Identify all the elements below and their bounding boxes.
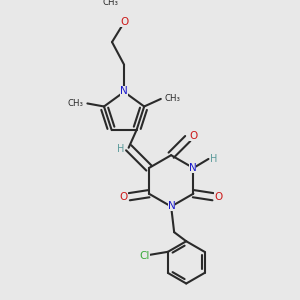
Text: Cl: Cl [139,251,150,261]
Text: H: H [210,154,217,164]
Text: O: O [120,17,128,27]
Text: N: N [168,201,175,211]
Text: CH₃: CH₃ [164,94,180,103]
Text: CH₃: CH₃ [103,0,118,7]
Text: O: O [120,192,128,202]
Text: O: O [189,131,197,141]
Text: N: N [120,86,128,96]
Text: N: N [189,163,196,173]
Text: O: O [214,192,223,202]
Text: CH₃: CH₃ [68,99,84,108]
Text: H: H [117,144,125,154]
